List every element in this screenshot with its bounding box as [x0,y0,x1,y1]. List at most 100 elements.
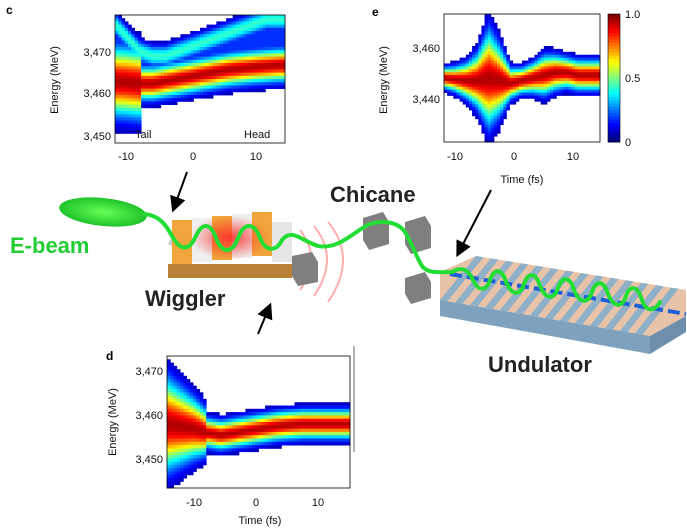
heatmap-cell [160,56,165,61]
heatmap-cell [546,98,551,102]
heatmap-cell [189,458,194,462]
heatmap-cell [203,27,207,32]
heatmap-cell [559,83,563,88]
heatmap-cell [497,34,501,38]
heatmap-cell [167,431,171,436]
heatmap-cell [193,91,198,96]
heatmap-cell [173,40,178,45]
heatmap-cell [297,422,302,426]
heatmap-cell [472,60,476,64]
heatmap-cell [251,418,256,423]
heatmap-cell [239,59,243,64]
heatmap-cell [180,95,185,99]
heatmap-cell [137,82,142,86]
heatmap-cell [509,92,514,96]
heatmap-cell [121,123,126,128]
heatmap-cell [248,408,253,413]
colorbar-cell [608,132,620,137]
heatmap-cell [300,412,305,416]
heatmap-cell [487,124,492,128]
heatmap-cell [258,50,263,54]
heatmap-cell [487,101,492,105]
heatmap-cell [327,428,331,433]
heatmap-cell [226,85,230,89]
heatmap-cell [468,83,473,88]
heatmap-cell [500,63,504,67]
heatmap-cell [565,72,570,76]
heatmap-cell [330,408,335,413]
heatmap-cell [212,435,217,439]
heatmap-cell [481,80,485,85]
heatmap-cell [578,75,582,79]
panel-d-ytick-3460: 3,460 [135,410,163,422]
heatmap-cell [522,66,526,70]
heatmap-cell [481,127,485,131]
heatmap-cell [490,115,495,120]
heatmap-cell [124,130,129,134]
heatmap-cell [468,92,473,96]
heatmap-cell [131,59,136,64]
heatmap-cell [503,69,507,73]
heatmap-cell [167,392,171,396]
heatmap-cell [176,408,181,413]
heatmap-cell [235,15,240,19]
heatmap-cell [134,66,139,70]
heatmap-cell [209,69,214,73]
heatmap-cell [249,24,253,29]
heatmap-cell [503,72,507,76]
heatmap-cell [128,47,132,51]
heatmap-cell [522,75,526,79]
heatmap-cell [490,75,495,79]
heatmap-cell [271,75,276,80]
heatmap-cell [252,69,256,73]
heatmap-cell [596,69,601,73]
heatmap-cell [291,431,295,436]
heatmap-cell [487,31,492,35]
heatmap-cell [245,53,250,57]
heatmap-cell [245,18,250,22]
heatmap-cell [131,120,136,125]
heatmap-cell [284,431,289,436]
heatmap-cell [134,127,139,131]
heatmap-cell [258,69,263,73]
heatmap-cell [147,40,152,45]
heatmap-cell [487,66,492,70]
panel-d-xlabel: Time (fs) [239,515,282,527]
heatmap-cell [167,455,171,459]
heatmap-cell [186,412,191,416]
heatmap-cell [268,405,272,410]
heatmap-cell [565,83,570,88]
heatmap-cell [584,80,588,85]
heatmap-cell [245,69,250,73]
heatmap-cell [255,47,260,51]
heatmap-cell [115,15,119,19]
heatmap-cell [180,50,185,54]
heatmap-cell [512,101,517,105]
heatmap-cell [584,83,588,88]
heatmap-cell [271,85,276,89]
heatmap-cell [497,115,501,120]
heatmap-cell [150,104,155,109]
heatmap-cell [173,53,178,57]
heatmap-cell [484,86,489,91]
chicane-magnet-4 [405,272,431,304]
heatmap-cell [475,57,479,61]
heatmap-cell [173,481,178,486]
heatmap-cell [199,451,204,456]
heatmap-cell [497,37,501,41]
heatmap-cell [213,24,217,29]
heatmap-cell [568,54,573,59]
heatmap-cell [581,72,585,76]
heatmap-cell [550,72,554,76]
heatmap-cell [115,56,119,61]
heatmap-cell [183,69,188,73]
heatmap-cell [255,425,259,429]
heatmap-cell [137,43,142,48]
heatmap-cell [307,428,312,433]
heatmap-cell [497,57,501,61]
heatmap-cell [568,57,573,61]
heatmap-cell [219,43,224,48]
heatmap-cell [568,66,573,70]
heatmap-cell [128,88,132,93]
heatmap-cell [261,412,266,416]
